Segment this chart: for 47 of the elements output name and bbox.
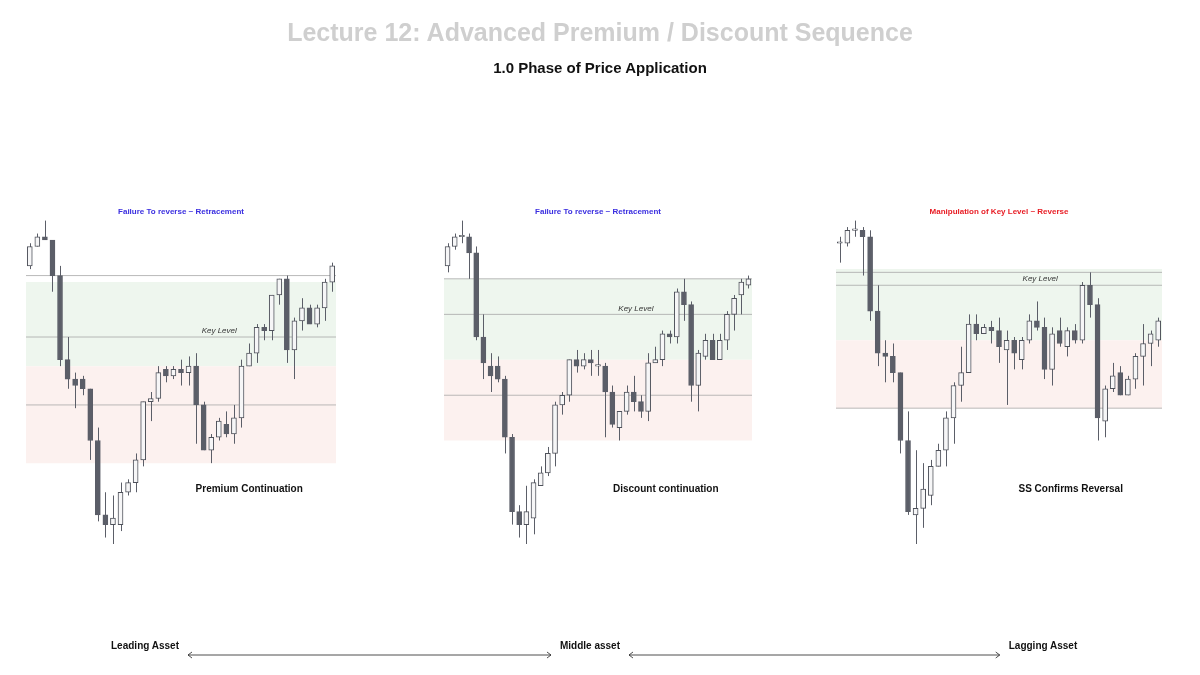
- candlestick: [588, 349, 594, 377]
- candlestick: [72, 372, 78, 409]
- annotation: Premium Continuation: [195, 482, 303, 494]
- annotation: Discount continuation: [612, 482, 719, 494]
- candlestick: [836, 236, 843, 264]
- candlestick: [1071, 323, 1078, 344]
- candlestick: [1011, 336, 1017, 370]
- x-axis-title: Leading Asset: [111, 640, 179, 651]
- candlestick: [920, 462, 927, 529]
- candlestick: [466, 233, 472, 280]
- candlestick: [494, 355, 501, 383]
- candlestick: [681, 278, 687, 322]
- x-axis-title: Middle asset: [559, 640, 621, 651]
- candlestick: [215, 417, 222, 442]
- candlestick: [996, 317, 1002, 364]
- candlestick: [882, 339, 889, 383]
- candlestick: [299, 297, 305, 332]
- candlestick: [545, 446, 551, 477]
- candlestick: [231, 404, 237, 445]
- candlestick: [958, 346, 964, 403]
- chart-title: Failure To reverse ~ Retracement: [535, 207, 662, 216]
- candlestick: [630, 375, 637, 412]
- candlestick: [110, 494, 116, 545]
- candlestick: [147, 391, 154, 422]
- candlestick: [537, 465, 544, 487]
- candlestick: [973, 313, 980, 341]
- candlestick: [314, 304, 320, 328]
- x-axis-title: Lagging Asset: [1008, 640, 1078, 651]
- chart-title: Manipulation of Key Level ~ Reverse: [929, 207, 1070, 216]
- candlestick: [178, 359, 184, 387]
- text: 1.0 Phase of Price Application: [492, 59, 708, 76]
- candlestick: [1087, 271, 1093, 319]
- candlestick: [559, 391, 566, 416]
- candlestick: [26, 242, 33, 270]
- candlestick: [638, 394, 644, 419]
- annotation: SS Confirms Reversal: [1018, 482, 1124, 494]
- candlestick: [516, 504, 523, 539]
- candlestick: [890, 342, 896, 383]
- candlestick: [79, 375, 86, 396]
- candlestick: [1117, 365, 1124, 396]
- candlestick: [1034, 300, 1040, 332]
- candlestick: [731, 294, 737, 332]
- chart-title: Failure To reverse ~ Retracement: [118, 207, 245, 216]
- ref-line-label: Key Level: [201, 326, 238, 336]
- ref-line-label: Key Level: [1022, 274, 1058, 284]
- candlestick: [1109, 362, 1116, 393]
- ref-line-label: Key Level: [618, 303, 654, 313]
